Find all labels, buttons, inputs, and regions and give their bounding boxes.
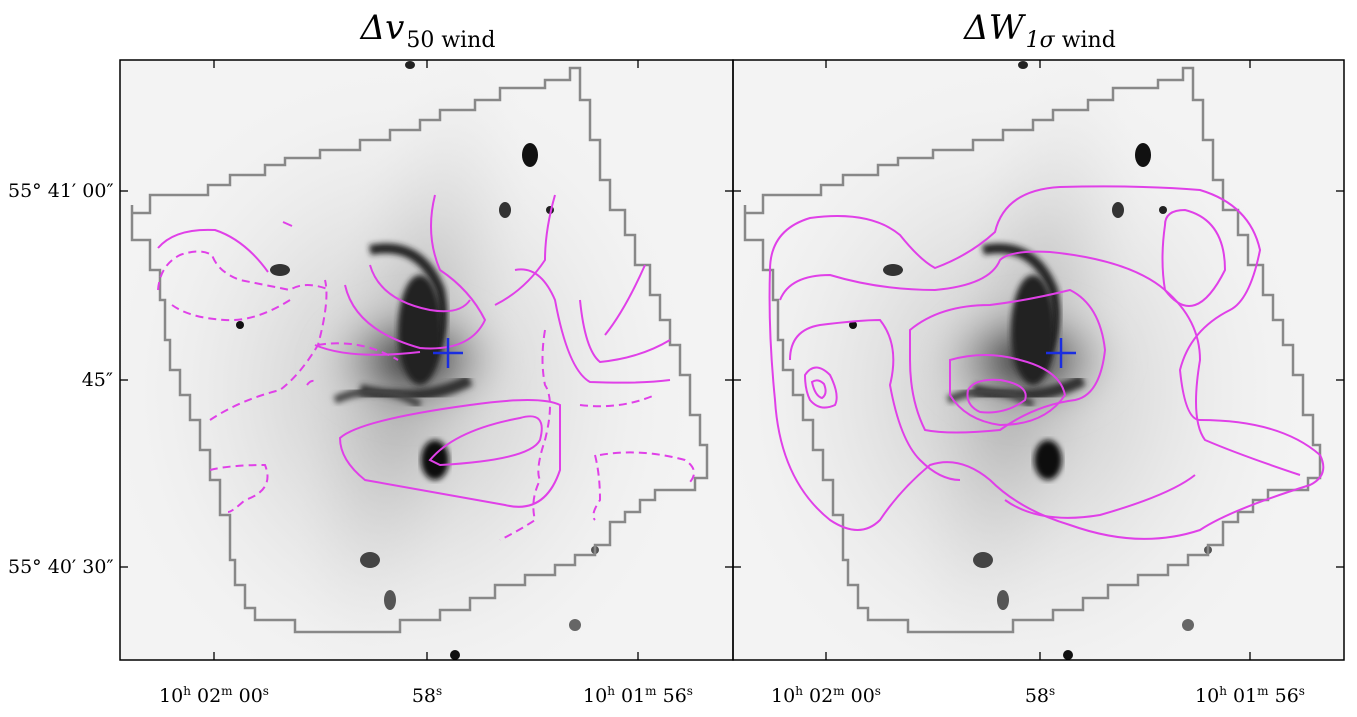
left-contours xyxy=(157,194,671,508)
right-contours xyxy=(768,185,1325,540)
axis-ticks xyxy=(120,60,1344,660)
left-panel-image xyxy=(100,24,734,717)
x-tick-label-left-1: 10h 02m 00s xyxy=(159,684,269,707)
x-tick-label-right-1: 10h 02m 00s xyxy=(771,684,881,707)
y-tick-label-45: 45″ xyxy=(81,369,113,391)
left-footprint-outline xyxy=(130,66,709,634)
x-tick-label-right-3: 10h 01m 56s xyxy=(1195,684,1305,707)
panel-title-right: ΔW1σ wind xyxy=(964,8,1116,53)
x-tick-label-left-2: 58s xyxy=(411,684,443,707)
right-center-marker xyxy=(1046,338,1076,368)
panel-title-left: Δv50 wind xyxy=(360,8,496,53)
x-tick-label-left-3: 10h 01m 56s xyxy=(583,684,693,707)
right-footprint-outline xyxy=(743,66,1322,634)
x-tick-label-right-2: 58s xyxy=(1024,684,1056,707)
right-axes-frame xyxy=(732,59,1345,661)
y-tick-label-40-30: 55° 40′ 30″ xyxy=(8,556,114,578)
y-tick-label-41-00: 55° 41′ 00″ xyxy=(8,180,114,202)
left-contours-dashed xyxy=(157,250,695,541)
left-center-marker xyxy=(433,338,463,368)
